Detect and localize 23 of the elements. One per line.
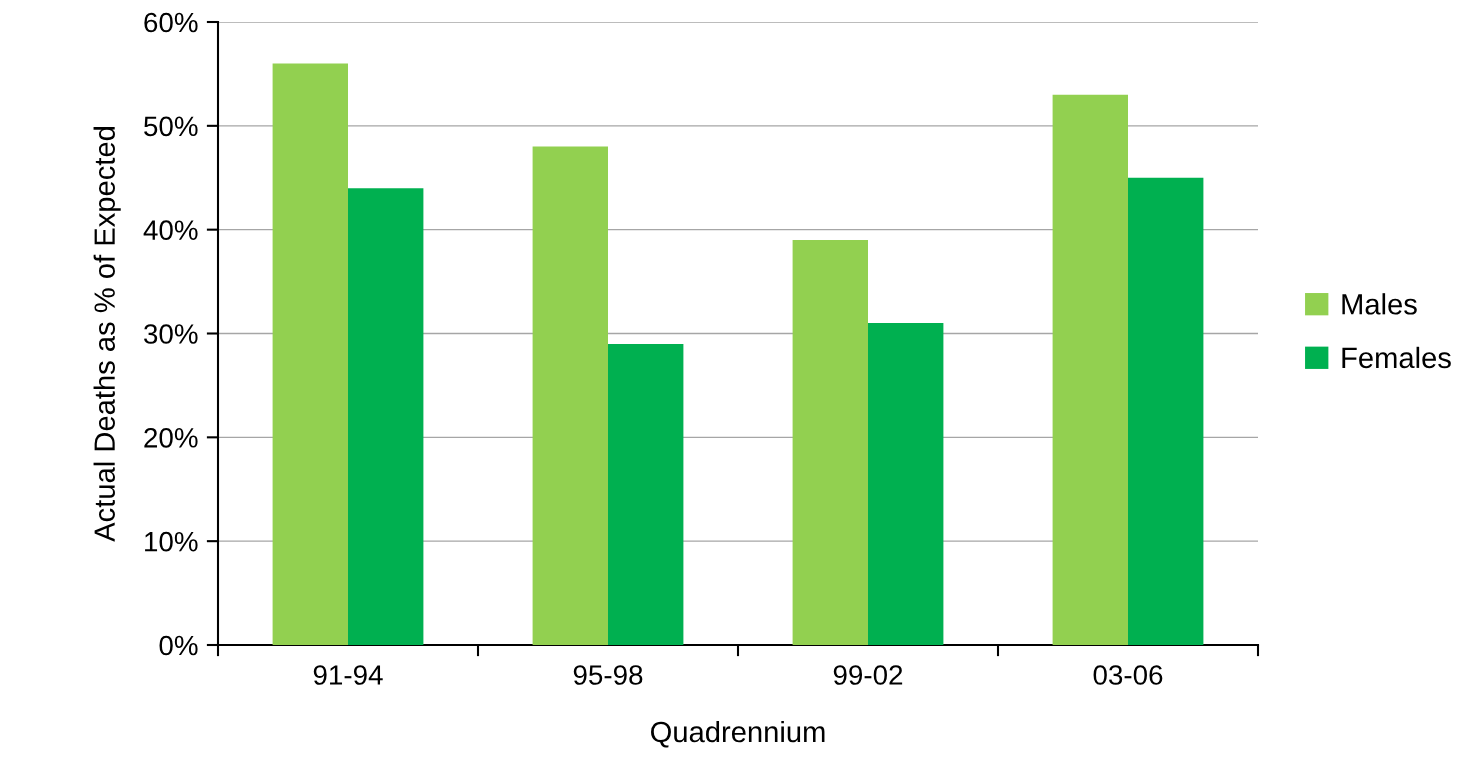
y-tick-label: 0% — [159, 635, 198, 656]
y-tick-label: 40% — [143, 220, 198, 241]
y-tick-label: 20% — [144, 428, 198, 448]
x-tick-label: 91-94 — [313, 665, 383, 685]
bar — [792, 240, 868, 645]
y-tick-label: 30% — [144, 324, 198, 344]
bar — [868, 323, 944, 645]
y-axis-title: Actual Deaths as % of Expected — [93, 127, 121, 542]
bar — [1052, 94, 1128, 645]
legend-label: Males — [1342, 293, 1417, 315]
y-tick-label: 10% — [145, 531, 198, 552]
bar — [348, 188, 424, 645]
bar — [532, 146, 608, 645]
legend-label: Females — [1342, 346, 1451, 369]
x-tick-label: 95-98 — [573, 665, 643, 685]
x-axis-title: Quadrennium — [651, 720, 825, 748]
y-tick-label: 50% — [144, 116, 198, 137]
x-tick-label: 99-02 — [833, 665, 903, 685]
bar — [272, 63, 348, 645]
y-tick-label: 60% — [144, 12, 198, 33]
x-tick-label: 03-06 — [1093, 665, 1163, 685]
bar — [608, 343, 684, 645]
bar — [1128, 177, 1204, 645]
